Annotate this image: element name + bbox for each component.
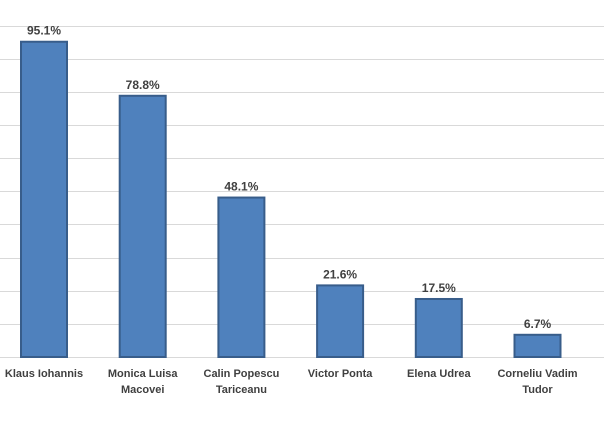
data-label: 17.5% — [422, 281, 456, 295]
category-label: Monica Luisa — [108, 368, 179, 380]
category-label: Tariceanu — [216, 384, 267, 396]
bar — [513, 333, 562, 358]
category-labels: Klaus Iohannis Monica Luisa Macovei Calin P… — [5, 368, 578, 396]
category-label: Tudor — [522, 384, 553, 396]
value-labels: 95.1% 78.8% 48.1% 21.6% 17.5% 6.7% — [27, 24, 552, 331]
category-label: Corneliu Vadim — [497, 368, 577, 380]
data-label: 95.1% — [27, 24, 61, 38]
bar — [20, 40, 68, 358]
category-label: Victor Ponta — [308, 368, 373, 380]
bar — [316, 284, 365, 358]
data-label: 78.8% — [126, 78, 160, 92]
category-label: Macovei — [121, 384, 164, 396]
data-label: 21.6% — [323, 267, 357, 281]
bars — [20, 40, 562, 358]
gridlines — [0, 26, 604, 358]
bar — [217, 196, 266, 358]
data-label: 6.7% — [524, 317, 552, 331]
bar — [414, 297, 463, 358]
category-label: Calin Popescu — [204, 368, 280, 380]
category-label: Elena Udrea — [407, 368, 471, 380]
category-label: Klaus Iohannis — [5, 368, 83, 380]
bar — [118, 94, 167, 358]
data-label: 48.1% — [224, 180, 258, 194]
